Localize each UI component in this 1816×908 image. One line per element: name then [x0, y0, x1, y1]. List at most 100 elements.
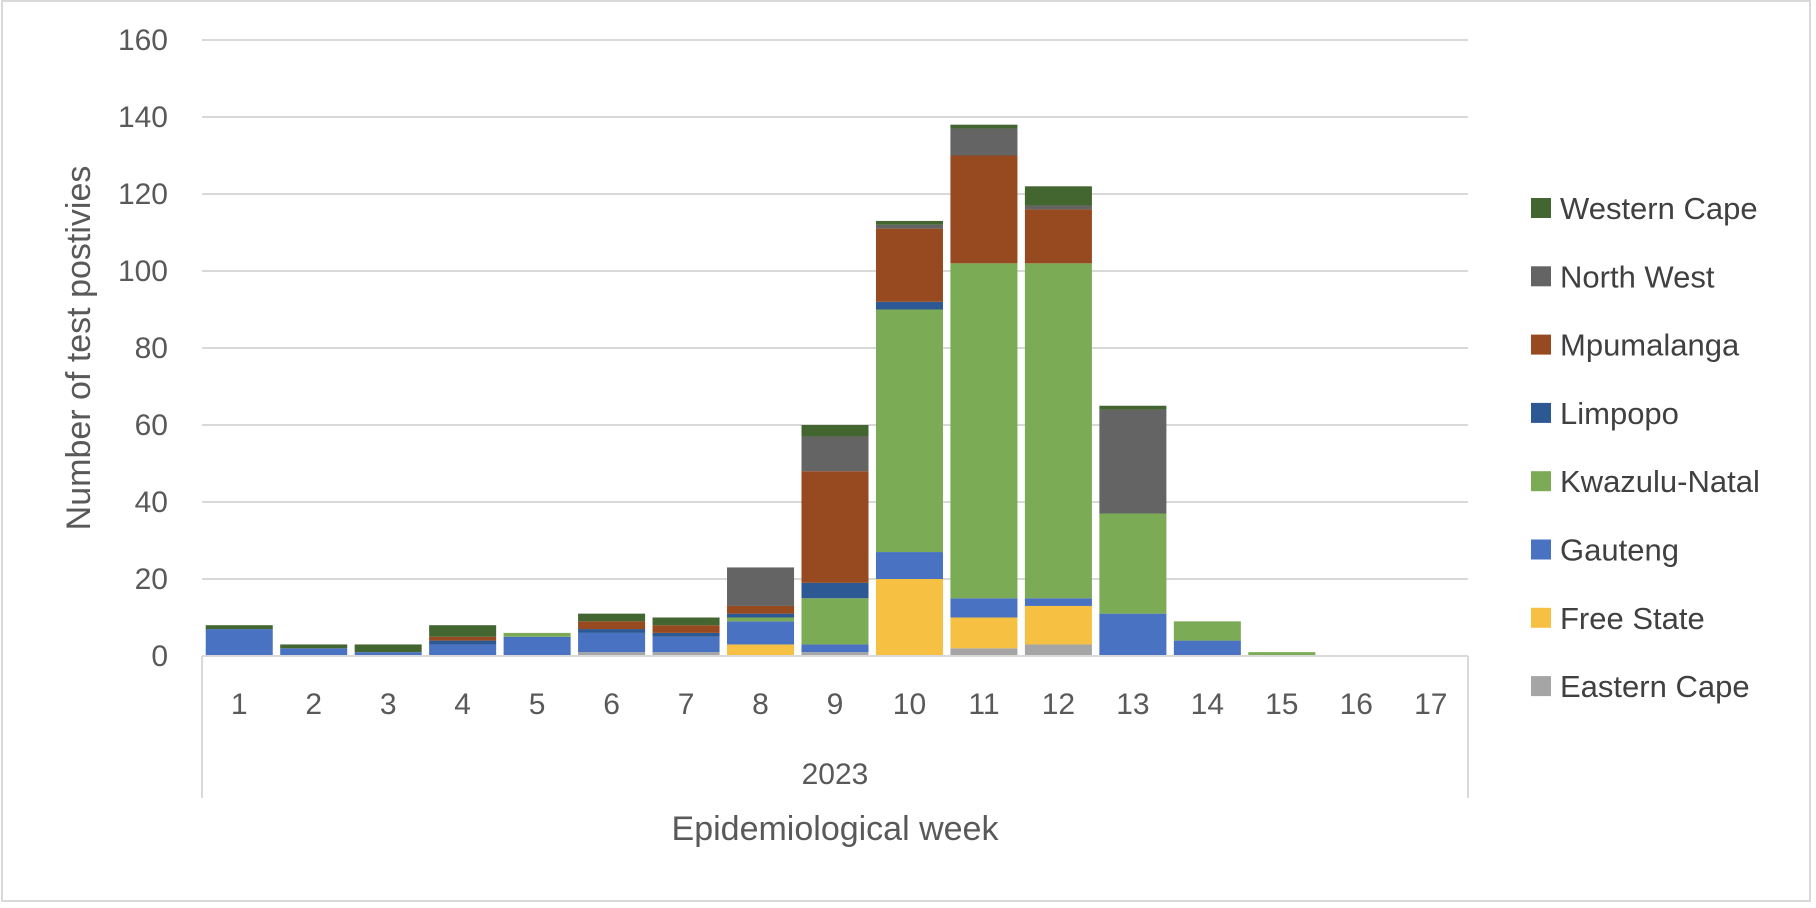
bar-segment	[950, 598, 1018, 618]
bar-segment	[1173, 621, 1241, 641]
legend-item: Gauteng	[1560, 533, 1679, 568]
bar-segment	[1099, 513, 1167, 614]
y-axis-ticks: 0 20 40 60 80 100 120 140 160	[118, 24, 168, 673]
legend-swatch	[1531, 539, 1551, 560]
bar-segment	[1024, 209, 1092, 264]
x-tick-label: 8	[752, 688, 769, 721]
bar-segment	[1024, 598, 1092, 606]
bar-segment	[801, 598, 869, 645]
legend-item: Eastern Cape	[1560, 669, 1750, 704]
bar-segment	[1248, 652, 1316, 656]
legend-swatch	[1531, 198, 1551, 218]
bar-segment	[1173, 640, 1241, 656]
x-tick-label: 15	[1265, 688, 1298, 721]
bar-segment	[950, 263, 1018, 599]
y-tick-label: 100	[118, 255, 168, 288]
bar-segment	[205, 625, 273, 630]
x-tick-label: 3	[380, 688, 397, 721]
bar-segment	[875, 224, 943, 229]
legend-item: Limpopo	[1560, 396, 1679, 431]
bar-segment	[578, 632, 646, 653]
gridlines	[202, 39, 1468, 580]
x-tick-label: 7	[678, 688, 695, 721]
bar-segment	[801, 471, 869, 583]
x-axis-title: Epidemiological week	[672, 810, 1000, 848]
x-group-label: 2023	[802, 758, 869, 791]
bar-segment	[875, 220, 943, 225]
x-tick-label: 14	[1191, 688, 1224, 721]
bar-segment	[875, 309, 943, 553]
bar-segment	[727, 605, 795, 614]
bar-segment	[503, 636, 571, 656]
bar-segment	[578, 652, 646, 656]
bar-segment	[1024, 263, 1092, 599]
y-tick-label: 160	[118, 24, 168, 57]
y-tick-label: 0	[151, 640, 168, 673]
x-tick-label: 11	[968, 688, 999, 721]
x-tick-label: 6	[603, 688, 620, 721]
bar-segment	[429, 640, 497, 645]
x-axis: 1 2 3 4 5 6 7 8 9 10 11 12 13 14 15 16 17	[201, 655, 1469, 798]
bar-segment	[950, 128, 1018, 156]
bar-segment	[1099, 405, 1167, 410]
x-tick-label: 9	[827, 688, 844, 721]
bar-segment	[801, 582, 869, 599]
bar-segment	[727, 644, 795, 656]
y-tick-label: 60	[135, 409, 168, 442]
legend-item: Kwazulu-Natal	[1560, 464, 1760, 499]
legend-item: Mpumalanga	[1560, 328, 1740, 363]
bar-segment	[1024, 205, 1092, 210]
bar-segment	[652, 632, 720, 637]
bar-segment	[578, 613, 646, 622]
bar-segment	[1024, 644, 1092, 656]
bar-segment	[801, 644, 869, 653]
legend: Western Cape North West Mpumalanga Limpopo K…	[1531, 191, 1760, 704]
x-tick-label: 16	[1340, 688, 1373, 721]
y-tick-label: 40	[135, 486, 168, 519]
legend-item: North West	[1560, 259, 1715, 294]
bar-segment	[950, 124, 1018, 129]
legend-swatch	[1531, 676, 1551, 697]
bar-segment	[727, 621, 795, 645]
bar-segment	[280, 644, 348, 649]
bar-segment	[652, 636, 720, 653]
bar-segment	[1024, 186, 1092, 206]
x-tick-label: 12	[1042, 688, 1075, 721]
y-tick-label: 140	[118, 101, 168, 134]
bar-segment	[1099, 613, 1167, 656]
legend-item: Western Cape	[1560, 191, 1758, 226]
bar-segment	[727, 567, 795, 606]
x-tick-label: 13	[1116, 688, 1149, 721]
bar-segment	[801, 425, 869, 437]
y-tick-label: 20	[135, 563, 168, 596]
bar-segment	[578, 621, 646, 630]
bar-segment	[1024, 605, 1092, 645]
bar-segment	[652, 625, 720, 633]
bar-segment	[503, 632, 571, 637]
bar-segment	[950, 155, 1018, 264]
legend-swatch	[1531, 471, 1551, 492]
bar-segment	[280, 648, 348, 656]
bar-segment	[801, 436, 869, 472]
legend-swatch	[1531, 334, 1551, 355]
legend-item: Free State	[1560, 601, 1705, 636]
bar-segment	[354, 644, 422, 653]
x-tick-label: 4	[454, 688, 471, 721]
bar-segment	[950, 648, 1018, 656]
y-tick-label: 80	[135, 332, 168, 365]
bar-segment	[727, 617, 795, 622]
bar-segment	[205, 629, 273, 656]
bar-segment	[950, 617, 1018, 649]
bar-segment	[875, 552, 943, 579]
bar-segment	[875, 228, 943, 302]
legend-swatch	[1531, 607, 1551, 628]
bar-segment	[875, 301, 943, 310]
bar-segment	[429, 625, 497, 637]
x-tick-label: 1	[231, 688, 248, 721]
bar-segment	[652, 617, 720, 626]
bar-segment	[875, 579, 943, 656]
legend-swatch	[1531, 266, 1551, 287]
x-tick-label: 17	[1414, 688, 1447, 721]
bar-segment	[1099, 409, 1167, 514]
